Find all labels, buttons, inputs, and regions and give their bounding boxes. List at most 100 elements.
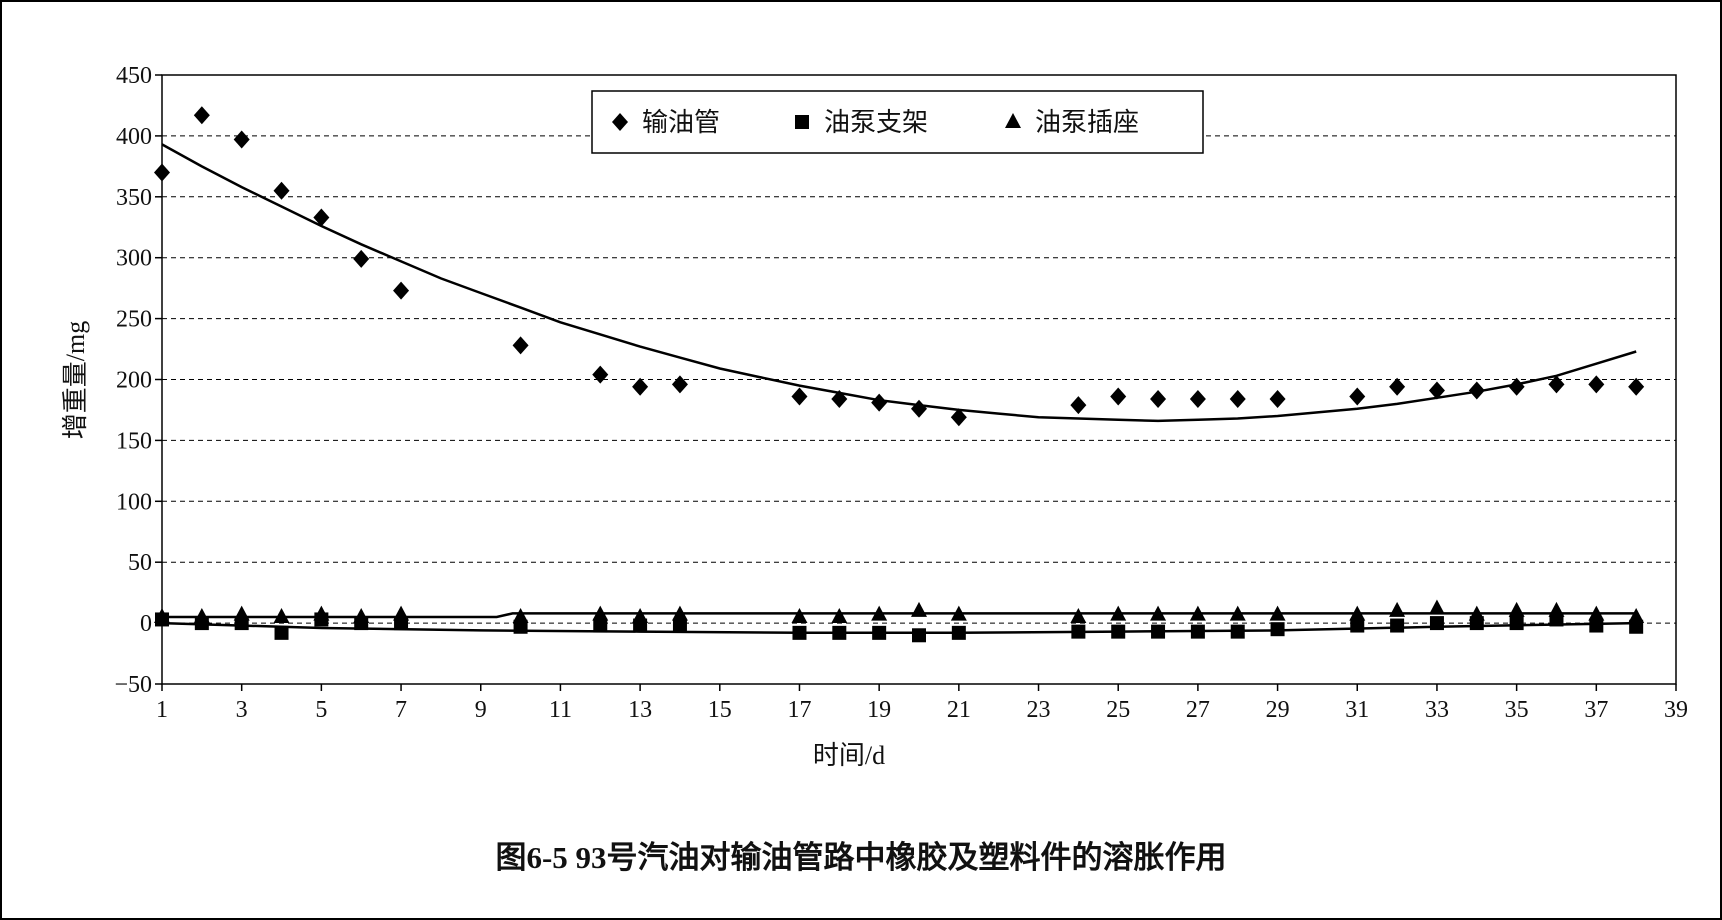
- point-diamond: [1269, 389, 1286, 408]
- point-diamond: [273, 181, 290, 200]
- point-diamond: [950, 408, 967, 427]
- x-tick-label: 27: [1186, 697, 1210, 723]
- point-square: [792, 625, 807, 640]
- point-triangle: [791, 608, 808, 624]
- point-diamond: [871, 393, 888, 412]
- point-diamond: [1349, 387, 1366, 406]
- point-square: [872, 625, 887, 640]
- point-triangle: [1269, 605, 1286, 621]
- point-diamond: [791, 387, 808, 406]
- point-triangle: [1229, 605, 1246, 621]
- x-tick-label: 35: [1505, 697, 1529, 723]
- point-triangle: [1508, 601, 1525, 617]
- point-triangle: [1389, 601, 1406, 617]
- point-diamond: [1070, 396, 1087, 415]
- point-square: [1071, 624, 1086, 639]
- y-tick-label: 100: [116, 489, 152, 515]
- y-tick-label: 250: [116, 307, 152, 333]
- point-square: [1270, 622, 1285, 637]
- data-points: [154, 106, 1645, 643]
- point-triangle: [154, 608, 170, 624]
- x-tick-label: 31: [1345, 697, 1369, 723]
- point-diamond: [193, 106, 210, 125]
- point-diamond: [1468, 381, 1485, 400]
- point-square: [912, 628, 926, 643]
- x-tick-label: 37: [1584, 697, 1608, 723]
- point-triangle: [632, 608, 649, 624]
- point-diamond: [632, 377, 649, 396]
- legend-label: 油泵支架: [824, 108, 928, 137]
- point-square: [1589, 618, 1604, 633]
- point-diamond: [1508, 377, 1525, 396]
- x-tick-label: 5: [315, 697, 327, 723]
- x-tick-label: 21: [947, 697, 971, 723]
- y-axis-title: 增重量/mg: [61, 321, 90, 439]
- point-diamond: [1588, 375, 1605, 394]
- y-tick-label: −50: [114, 672, 152, 698]
- point-triangle: [1468, 605, 1485, 621]
- point-triangle: [671, 605, 688, 621]
- x-tick-label: 29: [1266, 697, 1290, 723]
- point-diamond: [1628, 377, 1645, 396]
- point-triangle: [1150, 605, 1167, 621]
- x-tick-label: 13: [628, 697, 652, 723]
- point-triangle: [353, 608, 370, 624]
- point-diamond: [1428, 381, 1445, 400]
- legend-marker-square: [795, 115, 809, 129]
- point-triangle: [1110, 605, 1127, 621]
- point-square: [1429, 616, 1444, 631]
- x-tick-label: 23: [1027, 697, 1051, 723]
- point-square: [832, 625, 847, 640]
- point-diamond: [154, 163, 170, 182]
- point-triangle: [273, 608, 290, 624]
- legend-label: 输油管: [642, 108, 720, 137]
- point-triangle: [950, 605, 967, 621]
- x-tick-label: 25: [1106, 697, 1130, 723]
- point-triangle: [1349, 605, 1366, 621]
- point-diamond: [1110, 387, 1127, 406]
- x-tick-label: 1: [156, 697, 168, 723]
- point-square: [1390, 618, 1405, 633]
- legend-label: 油泵插座: [1035, 108, 1139, 137]
- point-triangle: [1428, 599, 1445, 615]
- point-square: [1350, 618, 1365, 633]
- x-tick-label: 15: [708, 697, 732, 723]
- x-tick-label: 19: [867, 697, 891, 723]
- point-triangle: [1189, 605, 1206, 621]
- point-diamond: [1150, 389, 1167, 408]
- y-tick-label: 150: [116, 428, 152, 454]
- point-diamond: [1189, 389, 1206, 408]
- trend-line-series-2: [162, 612, 1637, 619]
- point-diamond: [671, 375, 688, 394]
- point-diamond: [1548, 375, 1565, 394]
- point-triangle: [313, 605, 330, 621]
- point-square: [951, 625, 966, 640]
- y-tick-label: 0: [140, 611, 152, 637]
- point-triangle: [911, 601, 927, 617]
- point-diamond: [1229, 389, 1246, 408]
- x-tick-label: 17: [787, 697, 811, 723]
- x-axis-title: 时间/d: [813, 741, 885, 770]
- figure-caption: 图6-5 93号汽油对输油管路中橡胶及塑料件的溶胀作用: [495, 840, 1227, 875]
- y-tick-label: 300: [116, 246, 152, 272]
- y-tick-label: 50: [128, 550, 152, 576]
- point-square: [1190, 624, 1205, 639]
- point-diamond: [512, 336, 529, 355]
- legend-marker-triangle: [1005, 113, 1021, 128]
- point-diamond: [233, 130, 250, 149]
- y-tick-label: 450: [116, 63, 152, 89]
- point-diamond: [313, 208, 330, 227]
- point-triangle: [193, 608, 210, 624]
- point-square: [1230, 624, 1245, 639]
- point-square: [593, 618, 608, 633]
- x-tick-label: 9: [475, 697, 487, 723]
- point-triangle: [1628, 608, 1645, 624]
- y-tick-label: 200: [116, 368, 152, 394]
- legend: 输油管 油泵支架 油泵插座: [591, 90, 1204, 154]
- legend-box: [591, 90, 1204, 154]
- x-tick-label: 7: [395, 697, 407, 723]
- point-triangle: [233, 605, 250, 621]
- point-diamond: [353, 249, 370, 268]
- point-triangle: [393, 605, 410, 621]
